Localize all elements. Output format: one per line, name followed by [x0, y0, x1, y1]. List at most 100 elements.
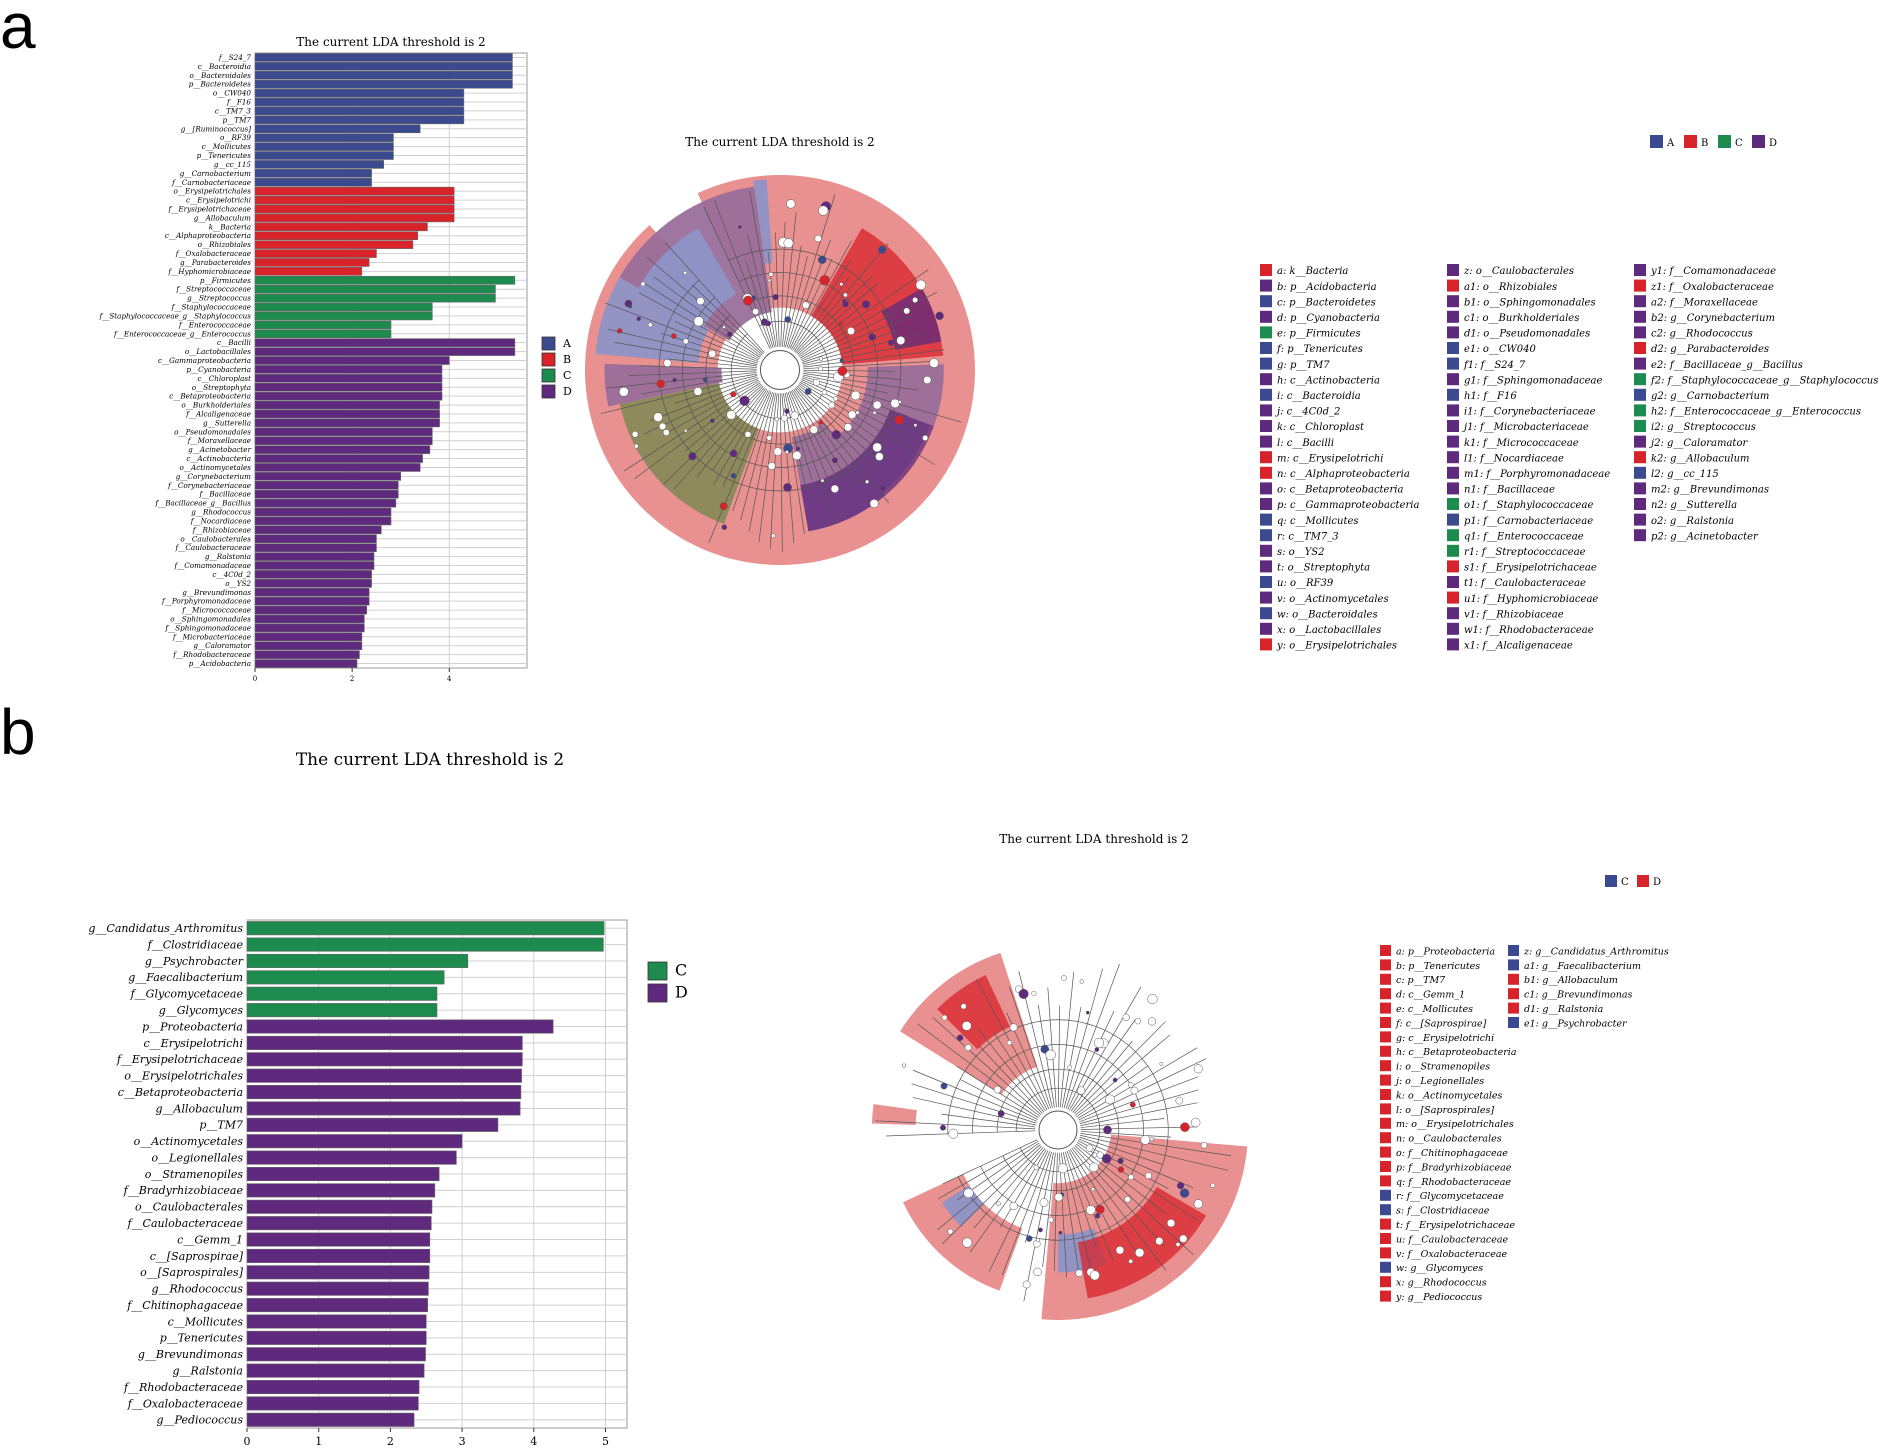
tree-branch — [1076, 1065, 1149, 1118]
tree-branch — [803, 371, 902, 380]
key-swatch — [1260, 498, 1272, 510]
chart-title: The current LDA threshold is 2 — [296, 35, 485, 49]
bar-c__Erysipelotrichi — [246, 1035, 523, 1050]
bar-p__Acidobacteria — [254, 659, 358, 668]
tree-node — [935, 311, 944, 320]
bar-f__Enterococcaceae_g__Enterococcus — [254, 329, 392, 339]
tree-branch — [1067, 1010, 1115, 1110]
tree-node — [671, 333, 677, 339]
key-entry: j: o__Legionellales — [1394, 1076, 1484, 1087]
key-swatch — [1380, 1089, 1391, 1100]
tree-node — [913, 423, 918, 428]
panel-label-b: b — [0, 696, 36, 768]
key-swatch — [1447, 342, 1459, 354]
key-swatch — [1380, 1247, 1391, 1259]
tree-node — [708, 349, 717, 358]
tree-node — [802, 301, 810, 309]
bar-label: f__Oxalobacteraceae — [175, 249, 251, 258]
key-swatch — [1447, 498, 1459, 510]
key-entry: e2: f__Bacillaceae_g__Bacillus — [1651, 360, 1803, 371]
tree-branch — [746, 261, 774, 348]
tree-node — [618, 386, 629, 397]
bar-label: g__Psychrobacter — [145, 955, 244, 968]
key-entry: l: c__Bacilli — [1277, 438, 1334, 449]
tree-node — [702, 377, 708, 383]
key-entry: j2: g__Caloramator — [1649, 438, 1748, 449]
tree-node — [616, 328, 623, 334]
bar-label: o__Streptophyta — [192, 383, 251, 392]
bar-g__Corynebacterium — [254, 472, 402, 481]
legend-label-C: C — [1735, 138, 1743, 149]
chart-title: The current LDA threshold is 2 — [296, 750, 564, 770]
tree-node — [1091, 1187, 1096, 1192]
tree-node — [1075, 1269, 1083, 1277]
bar-p__Tenericutes — [246, 1330, 427, 1345]
tree-node — [1038, 1227, 1043, 1233]
bar-o__Erysipelotrichales — [246, 1068, 522, 1083]
bar-label: g__Allobaculum — [194, 213, 251, 222]
tree-branch — [875, 1120, 1036, 1130]
bar-c__Actinobacteria — [254, 454, 423, 463]
bar-label: g__Rhodococcus — [151, 1283, 243, 1296]
bar-c__Bacilli — [254, 338, 516, 347]
key-swatch — [1634, 404, 1646, 417]
bar-label: f__Nocardiaceae — [190, 516, 251, 525]
bar-g__cc_115 — [254, 160, 385, 169]
bar-c__Betaproteobacteria — [254, 391, 443, 401]
tree-branch — [802, 330, 928, 365]
clade-sector — [595, 277, 710, 363]
legend-swatch-C — [1718, 135, 1731, 148]
bar-p__Cyanobacteria — [254, 365, 443, 374]
key-swatch — [1380, 1146, 1391, 1158]
bar-label: c__TM7_3 — [215, 106, 252, 115]
tree-node — [941, 1014, 948, 1021]
tree-node — [1093, 1037, 1105, 1048]
bar-g__Allobaculum — [246, 1101, 521, 1116]
bar-f__Moraxellaceae — [254, 436, 433, 446]
tree-node — [903, 307, 911, 315]
tree-branch — [979, 1046, 1043, 1114]
tree-node — [963, 1188, 974, 1199]
key-entry: g2: g__Carnobacterium — [1651, 391, 1769, 402]
tree-branch — [1080, 1126, 1198, 1130]
tree-root — [760, 350, 800, 390]
tree-node — [1134, 1248, 1145, 1258]
key-entry: a: k__Bacteria — [1277, 266, 1348, 277]
tree-node — [850, 390, 861, 401]
key-swatch — [1447, 310, 1459, 323]
key-entry: b1: o__Sphingomonadales — [1464, 297, 1596, 308]
tree-node — [773, 447, 783, 456]
tree-branch — [1059, 972, 1075, 1108]
panel-b-lda-bar-chart: The current LDA threshold is 2 0 1 2 3 4 5 g__C… — [88, 750, 687, 1448]
key-swatch — [1260, 357, 1272, 370]
tree-node — [688, 452, 697, 461]
legend-swatch-A — [541, 336, 556, 351]
key-swatch — [1260, 622, 1272, 635]
bar-label: o__Stramenopiles — [145, 1168, 244, 1181]
bar-label: f__Caulobacteraceae — [175, 543, 251, 552]
key-entry: r: c__TM7_3 — [1277, 531, 1339, 542]
tree-node — [847, 327, 856, 336]
key-swatch — [1380, 973, 1391, 985]
key-swatch — [1380, 1161, 1391, 1172]
legend-swatch-D — [541, 384, 556, 399]
bar-label: f__Porphyromonadaceae — [161, 597, 251, 606]
key-entry: c2: g__Rhodococcus — [1651, 329, 1753, 340]
tree-node — [830, 484, 839, 493]
tree-node — [783, 238, 794, 249]
tree-branch — [624, 382, 761, 472]
tree-node — [872, 442, 882, 453]
tree-node — [672, 377, 677, 383]
bar-f__Clostridiaceae — [246, 937, 604, 952]
key-entry: k1: f__Micrococcaceae — [1464, 438, 1579, 449]
tree-branch — [802, 330, 897, 363]
tree-node — [721, 524, 728, 530]
tree-branch — [791, 389, 854, 489]
tree-node — [785, 450, 789, 454]
tree-branch — [1073, 1146, 1165, 1247]
tree-node — [1179, 1234, 1188, 1243]
tree-node — [842, 298, 847, 304]
tree-branch — [614, 342, 757, 367]
bar-label: f__Enterococcaceae — [178, 320, 251, 329]
bar-g__Psychrobacter — [246, 953, 469, 968]
